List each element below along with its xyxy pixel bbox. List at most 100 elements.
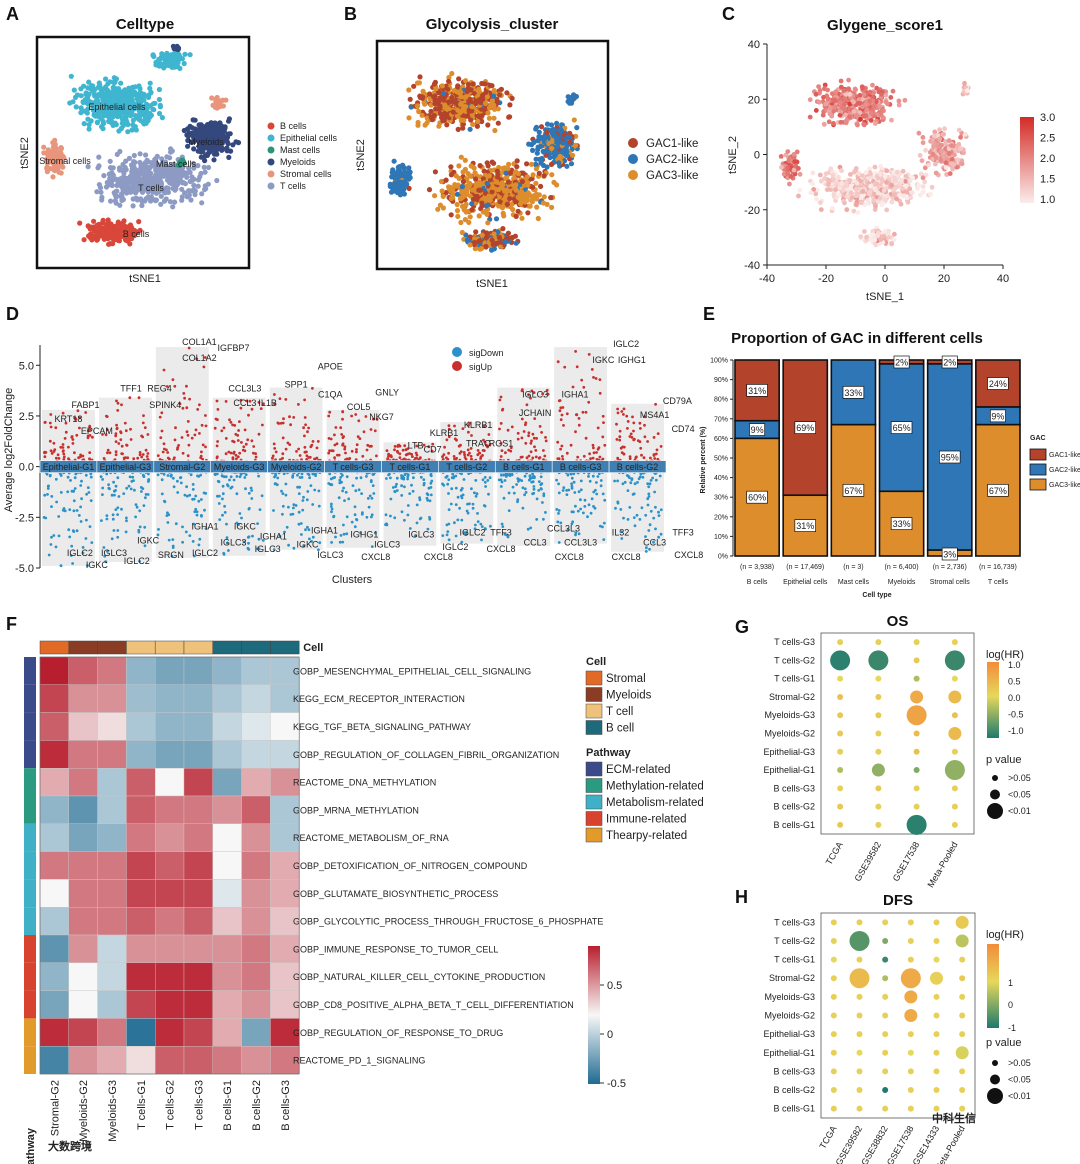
panel-d-down-point	[114, 508, 118, 511]
panel-a-point	[153, 62, 159, 68]
panel-d-up-point	[160, 411, 164, 415]
panel-a-point	[167, 199, 173, 205]
panel-b-point	[483, 100, 489, 106]
panel-d-down-point	[216, 494, 219, 498]
panel-b-point	[414, 103, 421, 109]
panel-c-point	[813, 191, 819, 197]
panel-b-point	[458, 219, 464, 226]
panel-a-point	[94, 120, 100, 126]
panel-d-up-point	[254, 455, 258, 459]
panel-a-point	[136, 98, 142, 104]
panel-d-down-point	[217, 502, 221, 505]
panel-d-down-point	[157, 528, 160, 531]
panel-d-up-point	[181, 451, 185, 455]
panel-a-point	[158, 201, 164, 207]
panel-c-point	[785, 165, 791, 171]
panel-d-up-point	[236, 455, 240, 459]
panel-b-point	[524, 179, 531, 186]
panel-b-point	[541, 194, 547, 200]
panel-d-up-point	[216, 408, 220, 411]
panel-b-point	[538, 124, 545, 130]
panel-d-up-point	[138, 453, 142, 457]
panel-c-point	[907, 178, 913, 184]
panel-b-point	[525, 210, 531, 216]
panel-c-point	[825, 187, 830, 193]
panel-b-point	[459, 184, 465, 190]
panel-d-up-point	[123, 421, 127, 425]
panel-c-point	[884, 193, 890, 199]
panel-b-point	[515, 208, 521, 214]
panel-a-point	[111, 79, 117, 85]
panel-c-point	[956, 127, 962, 133]
panel-b-point	[467, 214, 473, 220]
panel-d-up-point	[185, 430, 189, 434]
panel-a-point	[100, 99, 106, 105]
panel-c-point	[937, 136, 943, 142]
panel-d-up-point	[215, 444, 219, 448]
panel-b-point	[461, 207, 467, 213]
panel-a-point	[195, 177, 202, 183]
panel-b-point	[541, 137, 547, 143]
panel-c-point	[883, 197, 888, 203]
panel-c-point	[896, 98, 902, 104]
panel-a-point	[44, 169, 51, 175]
panel-a-point	[140, 119, 146, 125]
panel-c-point	[827, 105, 833, 111]
panel-a-point	[168, 149, 174, 155]
panel-c-point	[922, 179, 928, 185]
panel-b-point	[531, 139, 537, 145]
panel-b-point	[475, 113, 481, 119]
panel-d-down-point	[54, 545, 58, 549]
panel-d-down-point	[101, 486, 105, 490]
panel-c-point	[860, 173, 865, 179]
panel-c-point	[917, 153, 923, 158]
panel-b-point	[440, 205, 446, 211]
panel-a-point	[225, 131, 231, 137]
panel-c-point	[854, 180, 860, 186]
panel-b-point	[474, 123, 480, 129]
panel-d-down-point	[124, 530, 128, 534]
panel-c-point	[853, 186, 859, 192]
panel-a-point	[209, 95, 215, 101]
panel-d-down-point	[166, 521, 170, 524]
panel-b-point	[467, 126, 473, 132]
panel-c-point	[778, 154, 784, 159]
panel-b-point	[509, 95, 515, 101]
panel-c-point	[846, 86, 851, 92]
panel-b-point	[486, 193, 492, 199]
panel-d-up-point	[252, 451, 255, 455]
panel-a-point	[189, 125, 195, 131]
panel-b-point	[483, 243, 489, 249]
panel-c-point	[817, 172, 823, 178]
panel-a-point	[206, 137, 212, 143]
panel-d-up-point	[114, 440, 118, 443]
panel-d-down-point	[112, 480, 115, 484]
panel-b-point	[513, 240, 519, 246]
panel-a-cluster-label: Epithelial cells	[88, 102, 146, 112]
panel-b-point	[540, 200, 547, 206]
panel-b-point	[443, 177, 449, 183]
panel-d-ytick-label: -5.0	[15, 563, 34, 575]
panel-d-down-point	[246, 546, 250, 550]
panel-c-point	[964, 88, 970, 94]
panel-c-point	[856, 100, 862, 106]
panel-d-down-point	[110, 537, 114, 541]
panel-c-ytick-label: -40	[744, 260, 760, 272]
panel-b-point	[482, 208, 489, 214]
panel-b-point	[533, 126, 539, 132]
panel-a-point	[110, 91, 116, 97]
panel-a-point	[50, 174, 56, 180]
panel-c-point	[894, 169, 900, 175]
panel-d-down-point	[221, 497, 224, 501]
panel-d-down-point	[251, 534, 254, 538]
panel-c-point	[867, 189, 873, 195]
panel-c-point	[916, 182, 922, 188]
panel-a-point	[214, 177, 220, 184]
panel-d-down-point	[101, 478, 104, 481]
panel-a-legend-label: Myeloids	[280, 157, 316, 167]
panel-c-point	[920, 175, 926, 181]
panel-b-point	[455, 83, 461, 89]
panel-a-point	[144, 165, 150, 171]
panel-b-point	[454, 201, 460, 208]
